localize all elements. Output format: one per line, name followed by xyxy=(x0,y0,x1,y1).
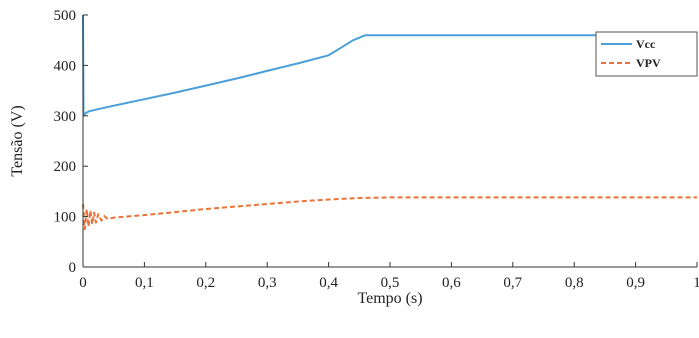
legend-box xyxy=(595,31,698,77)
legend: Vcc VPV xyxy=(595,31,698,77)
x-tick-label: 0 xyxy=(79,275,87,291)
x-tick-label: 0,9 xyxy=(626,275,645,291)
series-line-vpv xyxy=(82,196,697,231)
y-tick-label: 300 xyxy=(54,109,77,125)
y-tick-label: 500 xyxy=(54,8,77,24)
x-tick-label: 0,7 xyxy=(503,275,522,291)
x-tick-label: 0,5 xyxy=(381,275,400,291)
x-tick-label: 0,2 xyxy=(196,275,215,291)
y-tick-label: 200 xyxy=(54,159,77,175)
y-tick-label: 0 xyxy=(69,260,77,276)
y-tick-label: 100 xyxy=(54,210,77,226)
x-tick-label: 1 xyxy=(693,275,699,291)
x-tick-label: 0,1 xyxy=(135,275,154,291)
x-tick-label: 0,4 xyxy=(319,275,338,291)
x-tick-label: 0,6 xyxy=(442,275,461,291)
legend-label-vpv: VPV xyxy=(636,56,661,70)
y-tick-label: 400 xyxy=(54,58,77,74)
x-tick-label: 0,3 xyxy=(258,275,277,291)
x-axis-title: Tempo (s) xyxy=(357,290,422,307)
plot-area xyxy=(82,14,697,231)
legend-label-vcc: Vcc xyxy=(636,37,656,51)
series-line-vcc xyxy=(82,14,697,117)
y-axis-title: Tensão (V) xyxy=(9,105,26,176)
axes: 0 0,1 0,2 0,3 0,4 0,5 0,6 0,7 0,8 0,9 1 0 100 200 300 4… xyxy=(54,8,699,291)
x-tick-label: 0,8 xyxy=(565,275,584,291)
